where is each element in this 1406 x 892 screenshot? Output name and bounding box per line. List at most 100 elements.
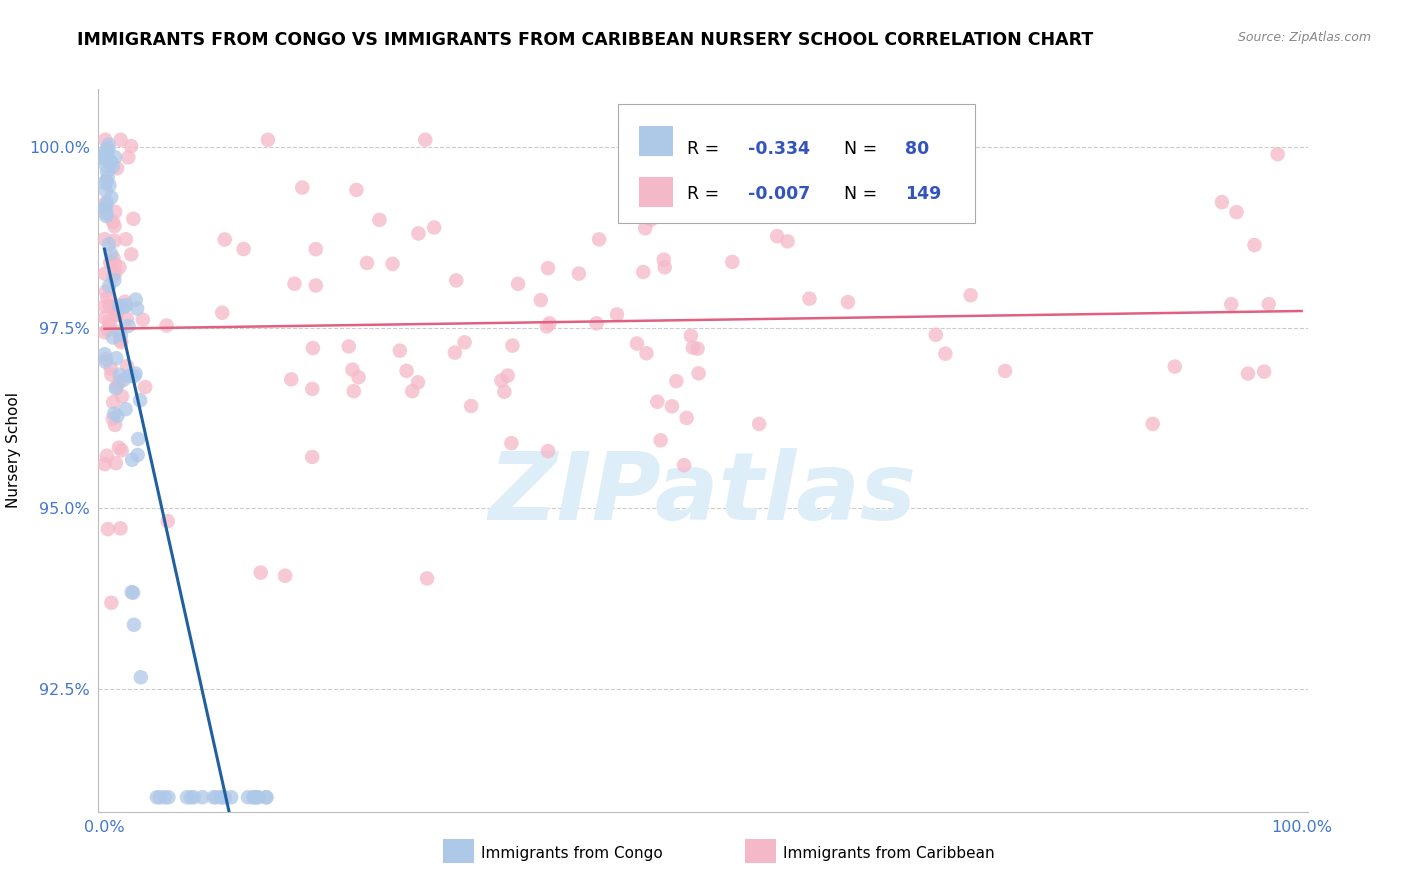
- Point: [122, 586, 145, 600]
- Point: [129, 670, 152, 684]
- Point: [93, 176, 115, 190]
- Point: [347, 370, 370, 384]
- Point: [96, 174, 118, 188]
- Point: [1225, 205, 1247, 219]
- Point: [110, 443, 132, 458]
- Point: [368, 212, 391, 227]
- Point: [93, 152, 115, 166]
- Point: [98, 318, 121, 332]
- Point: [413, 133, 436, 147]
- Point: [117, 318, 139, 333]
- Point: [280, 372, 302, 386]
- Point: [1220, 297, 1243, 311]
- Point: [245, 790, 267, 805]
- Point: [93, 299, 115, 313]
- Point: [682, 341, 704, 355]
- Point: [381, 257, 404, 271]
- Point: [1164, 359, 1187, 374]
- Text: R =: R =: [688, 140, 725, 158]
- Point: [97, 142, 120, 156]
- Point: [110, 133, 132, 147]
- Point: [104, 150, 127, 164]
- Point: [122, 211, 145, 226]
- Point: [104, 417, 127, 432]
- Point: [97, 323, 120, 337]
- Point: [675, 411, 697, 425]
- Point: [530, 293, 553, 307]
- Point: [721, 255, 744, 269]
- Point: [536, 319, 558, 334]
- Point: [1142, 417, 1164, 431]
- Point: [247, 790, 270, 805]
- Text: -0.334: -0.334: [748, 140, 810, 158]
- Point: [453, 335, 475, 350]
- Text: IMMIGRANTS FROM CONGO VS IMMIGRANTS FROM CARIBBEAN NURSERY SCHOOL CORRELATION CH: IMMIGRANTS FROM CONGO VS IMMIGRANTS FROM…: [77, 31, 1094, 49]
- Point: [105, 308, 128, 322]
- Point: [121, 452, 143, 467]
- Point: [97, 137, 120, 152]
- Point: [118, 369, 141, 384]
- Point: [96, 207, 118, 221]
- Point: [256, 790, 278, 805]
- Point: [640, 212, 662, 227]
- Point: [98, 154, 121, 169]
- Point: [100, 361, 122, 376]
- Point: [243, 790, 266, 805]
- Text: ZIPatlas: ZIPatlas: [489, 448, 917, 540]
- Point: [1211, 195, 1233, 210]
- Text: -0.007: -0.007: [748, 186, 810, 203]
- Point: [444, 345, 467, 359]
- Point: [606, 307, 628, 321]
- Point: [96, 449, 118, 463]
- Point: [301, 450, 323, 464]
- Point: [134, 380, 156, 394]
- Point: [146, 790, 169, 805]
- Point: [94, 354, 117, 368]
- Point: [673, 458, 696, 473]
- Point: [98, 178, 121, 193]
- Point: [337, 339, 360, 353]
- Point: [127, 432, 149, 446]
- Point: [748, 417, 770, 431]
- Point: [114, 402, 136, 417]
- Point: [103, 234, 125, 248]
- Point: [103, 407, 125, 421]
- Point: [103, 219, 125, 234]
- Point: [344, 183, 367, 197]
- Point: [494, 384, 516, 399]
- Point: [157, 790, 180, 805]
- Point: [388, 343, 411, 358]
- Point: [180, 790, 202, 805]
- Point: [110, 327, 132, 342]
- Point: [283, 277, 305, 291]
- Point: [104, 456, 127, 470]
- Point: [115, 359, 138, 373]
- Point: [105, 302, 128, 317]
- Point: [766, 229, 789, 244]
- Point: [103, 395, 125, 409]
- Point: [176, 790, 198, 805]
- Point: [97, 237, 120, 252]
- Point: [356, 256, 378, 270]
- Point: [211, 306, 233, 320]
- Point: [191, 790, 214, 805]
- Point: [98, 255, 121, 269]
- Point: [444, 273, 467, 287]
- Point: [305, 278, 328, 293]
- Point: [96, 143, 118, 157]
- Point: [115, 298, 138, 312]
- Point: [688, 367, 710, 381]
- Point: [94, 184, 117, 198]
- Point: [799, 292, 821, 306]
- Text: 149: 149: [905, 186, 941, 203]
- Point: [232, 242, 254, 256]
- Point: [104, 257, 127, 271]
- Point: [122, 617, 145, 632]
- Point: [108, 368, 131, 382]
- Text: Immigrants from Caribbean: Immigrants from Caribbean: [783, 847, 995, 861]
- Point: [343, 384, 366, 399]
- Point: [96, 291, 118, 305]
- Point: [183, 790, 205, 805]
- Point: [994, 364, 1017, 378]
- Point: [647, 394, 669, 409]
